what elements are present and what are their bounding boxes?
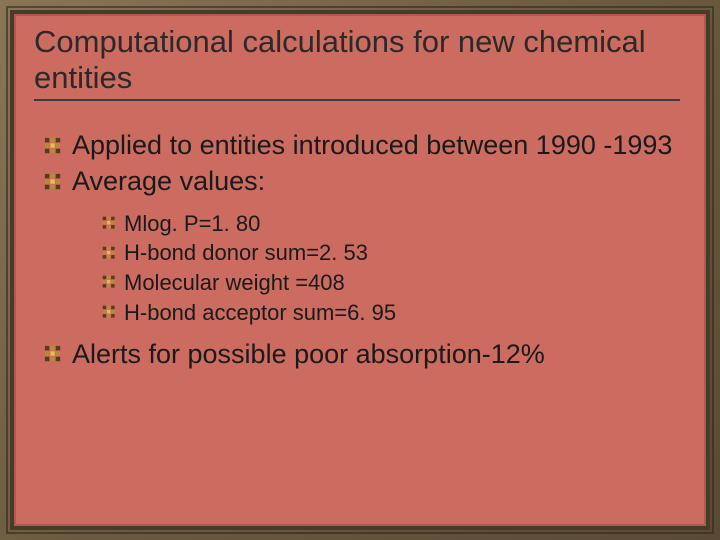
checker-bullet-icon bbox=[102, 216, 116, 230]
checker-bullet-icon bbox=[102, 246, 116, 260]
list-item: Molecular weight =408 bbox=[102, 268, 680, 298]
bullet-list: Applied to entities introduced between 1… bbox=[44, 129, 680, 371]
list-item-text: Alerts for possible poor absorption-12% bbox=[72, 339, 545, 369]
list-item: Mlog. P=1. 80 bbox=[102, 209, 680, 239]
list-item: Applied to entities introduced between 1… bbox=[44, 129, 680, 163]
list-item-text: H-bond acceptor sum=6. 95 bbox=[124, 300, 396, 325]
checker-bullet-icon bbox=[44, 137, 62, 155]
slide-frame-outer: Computational calculations for new chemi… bbox=[0, 0, 720, 540]
checker-bullet-icon bbox=[102, 305, 116, 319]
slide-title: Computational calculations for new chemi… bbox=[34, 24, 680, 95]
list-item: H-bond donor sum=2. 53 bbox=[102, 238, 680, 268]
list-item-text: Molecular weight =408 bbox=[124, 270, 345, 295]
list-item: Alerts for possible poor absorption-12% bbox=[44, 338, 680, 372]
slide-frame-inner: Computational calculations for new chemi… bbox=[10, 10, 710, 530]
checker-bullet-icon bbox=[44, 173, 62, 191]
list-item-text: Applied to entities introduced between 1… bbox=[72, 130, 672, 160]
list-item-text: Mlog. P=1. 80 bbox=[124, 211, 260, 236]
sub-bullet-list: Mlog. P=1. 80 H-bond donor sum=2. 53 Mol… bbox=[102, 209, 680, 328]
checker-bullet-icon bbox=[44, 345, 62, 363]
list-item-text: Average values: bbox=[72, 166, 265, 196]
title-divider bbox=[34, 99, 680, 101]
checker-bullet-icon bbox=[102, 275, 116, 289]
list-item: H-bond acceptor sum=6. 95 bbox=[102, 298, 680, 328]
list-item-text: H-bond donor sum=2. 53 bbox=[124, 240, 368, 265]
list-item: Average values: Mlog. P=1. 80 H-bond don… bbox=[44, 165, 680, 328]
